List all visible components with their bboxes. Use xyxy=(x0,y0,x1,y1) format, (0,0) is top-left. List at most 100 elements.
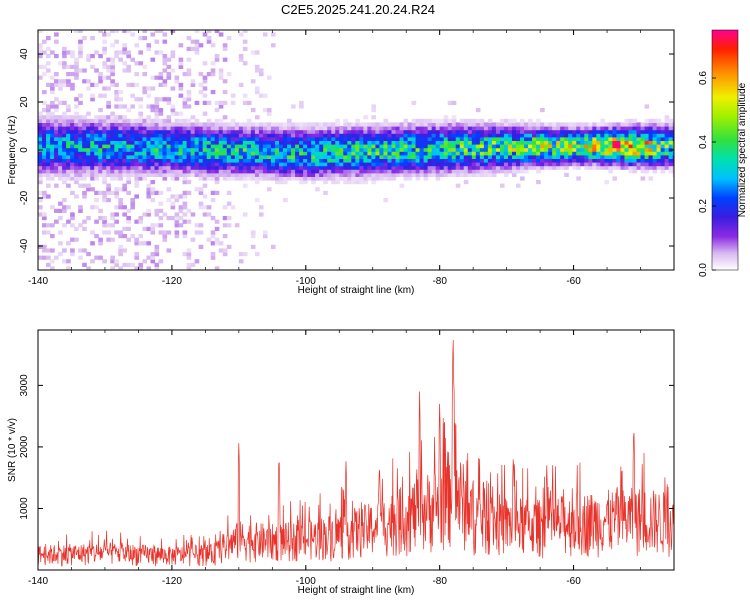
heatmap-cell xyxy=(90,158,95,163)
heatmap-cell xyxy=(182,97,188,102)
heatmap-cell xyxy=(447,154,453,159)
heatmap-cell xyxy=(106,198,111,203)
heatmap-cell xyxy=(118,97,123,102)
heatmap-cell xyxy=(295,158,300,163)
heatmap-cell xyxy=(644,133,650,138)
heatmap-cell xyxy=(166,72,172,77)
heatmap-cell xyxy=(279,122,284,127)
heatmap-cell xyxy=(82,226,87,231)
heatmap-cell xyxy=(636,126,642,131)
heatmap-cell xyxy=(612,136,618,141)
heatmap-cell xyxy=(499,154,505,159)
heatmap-cell xyxy=(266,129,272,134)
heatmap-cell xyxy=(295,172,300,177)
heatmap-cell xyxy=(74,75,79,80)
heatmap-cell xyxy=(391,129,397,134)
heatmap-cell xyxy=(319,133,324,138)
heatmap-cell xyxy=(307,165,312,170)
heatmap-cell xyxy=(640,133,646,138)
heatmap-cell xyxy=(632,133,638,138)
heatmap-cell xyxy=(427,154,433,159)
heatmap-cell xyxy=(447,136,453,141)
heatmap-cell xyxy=(391,140,397,145)
heatmap-cell xyxy=(146,115,152,120)
heatmap-cell xyxy=(186,97,192,102)
heatmap-cell xyxy=(552,126,557,131)
heatmap-cell xyxy=(110,30,115,33)
heatmap-cell xyxy=(82,154,87,159)
heatmap-cell xyxy=(560,122,565,127)
heatmap-cell xyxy=(226,162,232,167)
heatmap-cell xyxy=(130,154,136,159)
heatmap-cell xyxy=(536,158,541,163)
heatmap-cell xyxy=(74,122,79,127)
heatmap-cell xyxy=(516,169,521,174)
heatmap-cell xyxy=(242,133,248,138)
heatmap-cell xyxy=(355,126,360,131)
heatmap-cell xyxy=(536,144,541,149)
heatmap-cell xyxy=(299,176,304,181)
heatmap-cell xyxy=(142,226,148,231)
heatmap-cell xyxy=(359,144,364,149)
heatmap-cell xyxy=(548,162,553,167)
heatmap-cell xyxy=(335,129,340,134)
heatmap-cell xyxy=(262,230,268,235)
heatmap-cell xyxy=(644,151,650,156)
heatmap-cell xyxy=(254,151,260,156)
heatmap-cell xyxy=(158,216,164,221)
heatmap-cell xyxy=(78,165,83,170)
heatmap-cell xyxy=(166,198,172,203)
heatmap-cell xyxy=(202,165,208,170)
heatmap-cell xyxy=(70,162,75,167)
heatmap-cell xyxy=(483,122,489,127)
heatmap-cell xyxy=(668,169,674,174)
heatmap-cell xyxy=(319,140,324,145)
heatmap-cell xyxy=(78,169,83,174)
heatmap-cell xyxy=(238,82,244,87)
heatmap-cell xyxy=(536,136,541,141)
heatmap-cell xyxy=(82,133,87,138)
heatmap-cell xyxy=(70,133,75,138)
heatmap-cell xyxy=(419,158,425,163)
heatmap-cell xyxy=(600,129,605,134)
heatmap-cell xyxy=(347,133,352,138)
heatmap-cell xyxy=(315,133,320,138)
heatmap-cell xyxy=(548,151,553,156)
heatmap-cell xyxy=(371,108,377,113)
heatmap-cell xyxy=(94,176,99,181)
heatmap-cell xyxy=(532,151,537,156)
heatmap-cell xyxy=(668,151,674,156)
heatmap-cell xyxy=(102,64,107,69)
heatmap-cell xyxy=(186,219,192,224)
heatmap-cell xyxy=(50,259,55,264)
heatmap-cell xyxy=(363,180,368,185)
heatmap-cell xyxy=(411,158,417,163)
heatmap-cell xyxy=(142,172,148,177)
heatmap-cell xyxy=(335,122,340,127)
heatmap-cell xyxy=(102,219,107,224)
heatmap-cell xyxy=(118,205,123,210)
heatmap-cell xyxy=(371,154,377,159)
heatmap-cell xyxy=(335,158,340,163)
heatmap-cell xyxy=(399,151,405,156)
heatmap-cell xyxy=(548,129,553,134)
heatmap-cell xyxy=(214,122,220,127)
heatmap-cell xyxy=(262,172,268,177)
heatmap-cell xyxy=(616,162,622,167)
heatmap-cell xyxy=(62,176,67,181)
heatmap-cell xyxy=(162,144,168,149)
heatmap-cell xyxy=(138,165,144,170)
heatmap-cell xyxy=(62,54,67,59)
heatmap-cell xyxy=(524,129,529,134)
heatmap-cell xyxy=(395,129,401,134)
heatmap-cell xyxy=(234,223,240,228)
heatmap-cell xyxy=(94,133,99,138)
heatmap-cell xyxy=(532,140,537,145)
heatmap-cell xyxy=(238,252,244,257)
heatmap-cell xyxy=(431,122,437,127)
heatmap-cell xyxy=(170,122,176,127)
heatmap-cell xyxy=(467,144,473,149)
heatmap-cell xyxy=(471,136,477,141)
heatmap-cell xyxy=(126,108,131,113)
heatmap-cell xyxy=(648,126,654,131)
